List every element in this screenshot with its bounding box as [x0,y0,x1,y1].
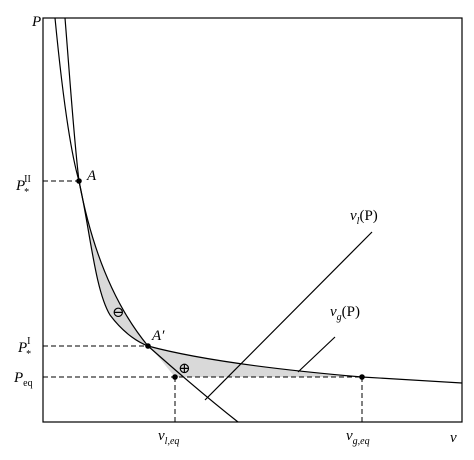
label-base: v [330,304,337,320]
curve-2 [64,17,463,384]
label-sub: * [24,187,29,198]
curve-1 [54,17,239,423]
y-axis-label: P [31,14,41,30]
region-minus [79,181,148,346]
label-base: P [15,178,25,194]
label-sub: g [337,312,342,323]
label-sup: II [24,174,31,185]
label-sub: * [26,349,31,360]
guide-lines [43,180,363,422]
label-sub: l [357,216,360,227]
region-label: ⊖ [112,305,125,321]
point-label: A [86,168,97,184]
gas-pointer [297,336,336,373]
point-label: A′ [151,328,165,344]
pressure-label: P* II [15,174,31,198]
points [76,178,365,380]
point [76,178,82,184]
point [172,374,178,380]
point [145,343,151,349]
pressure-label: Peq [13,370,33,389]
curve-label: vl(P) [350,208,378,227]
label-base: P [13,370,23,386]
label-base: v [158,428,165,444]
label-base: v [350,208,357,224]
label-arg: (P) [342,304,360,320]
curve-label: vg(P) [330,304,360,323]
liquid-line [204,231,373,401]
volume-label: vg,eq [346,428,370,447]
label-arg: (P) [359,208,377,224]
x-axis-label: v [450,430,457,446]
label-sup: I [27,336,30,347]
plot-frame [42,17,463,423]
label-base: P [17,340,27,356]
region-label: ⊕ [178,361,191,377]
label-sub: eq [23,378,32,389]
label-base: v [346,428,353,444]
point [359,374,365,380]
label-sub: l,eq [165,436,180,447]
volume-label: vl,eq [158,428,179,447]
pressure-label: P* I [17,336,31,360]
label-sub: g,eq [353,436,370,447]
region-plus [148,346,362,377]
